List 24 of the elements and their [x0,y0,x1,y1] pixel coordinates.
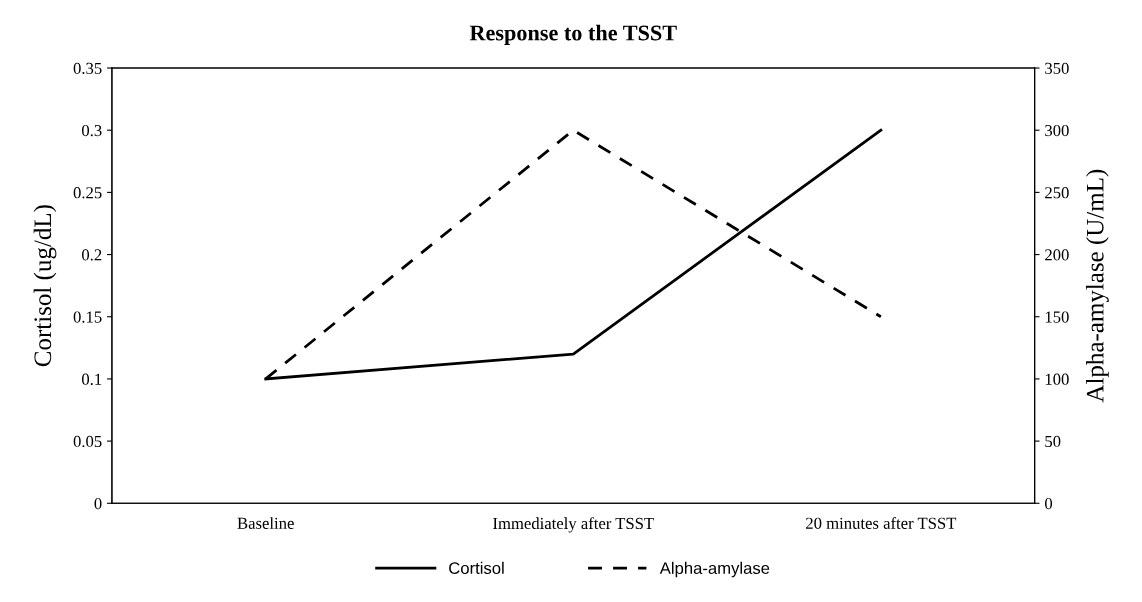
legend-label: Cortisol [449,561,504,575]
chart-title: Response to the TSST [469,24,677,45]
y2-tick-label: 300 [1045,124,1069,137]
y-axis-title: Cortisol (ug/dL) [33,205,57,367]
y2-tick-label: 0 [1045,497,1053,510]
y-tick-label: 0.3 [82,124,102,137]
y2-axis-title: Alpha-amylase (U/mL) [1086,169,1109,403]
x-tick-label: Baseline [237,517,294,529]
y-tick-label: 0.05 [73,435,102,448]
y2-tick-label: 150 [1045,311,1069,323]
y2-tick-label: 250 [1045,187,1069,199]
y-tick-label: 0.25 [73,187,102,199]
y-tick-label: 0 [94,497,102,510]
y-tick-label: 0.15 [73,311,102,323]
x-tick-label: 20 minutes after TSST [806,516,957,529]
y-tick-label: 0.35 [73,62,102,75]
y2-tick-label: 100 [1045,373,1069,385]
x-tick-label: Immediately after TSST [493,517,654,533]
y-tick-label: 0.1 [82,373,102,385]
y2-tick-label: 350 [1045,62,1069,74]
y-tick-label: 0.2 [82,249,102,261]
y2-tick-label: 200 [1045,249,1069,261]
y2-tick-label: 50 [1045,435,1061,448]
legend-label: Alpha-amylase [659,561,770,578]
